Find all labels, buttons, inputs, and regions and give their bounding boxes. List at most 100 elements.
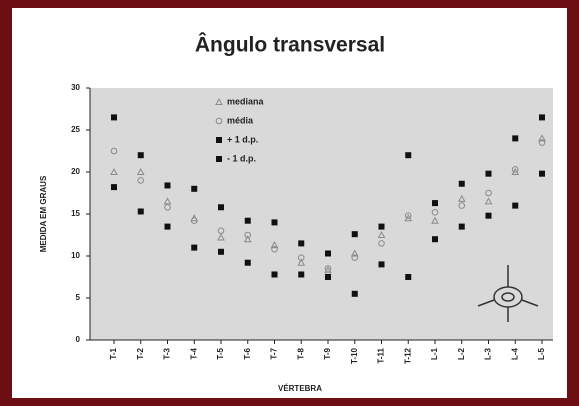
sd-marker	[218, 248, 224, 255]
y-tick-label: 20	[71, 167, 80, 176]
legend-label: - 1 d.p.	[227, 153, 256, 163]
median-marker	[270, 241, 279, 249]
x-tick-label: T-10	[350, 347, 359, 364]
sd-marker	[405, 274, 412, 280]
sd-marker	[191, 244, 198, 251]
mean-marker	[351, 254, 359, 261]
sd-marker	[485, 170, 492, 177]
sd-marker	[164, 182, 171, 189]
sd-marker	[137, 152, 144, 159]
sd-marker	[512, 135, 519, 142]
median-marker	[377, 230, 386, 238]
sd-marker	[539, 114, 545, 121]
y-tick-label: 10	[71, 251, 80, 260]
sd-marker	[298, 271, 305, 278]
y-tick-label: 30	[71, 83, 80, 92]
y-tick-label: 5	[76, 293, 81, 302]
sd-marker	[458, 223, 465, 230]
sd-marker	[271, 271, 278, 278]
x-tick-label: L-1	[430, 347, 439, 360]
sd-marker	[191, 185, 198, 192]
x-tick-label: T-6	[243, 347, 252, 359]
sd-marker	[539, 170, 545, 177]
sd-marker	[218, 204, 224, 211]
sd-marker	[405, 152, 412, 159]
sd-marker	[216, 137, 222, 143]
median-marker	[243, 235, 252, 243]
legend-label: mediana	[227, 96, 265, 106]
x-tick-label: T-11	[377, 347, 386, 363]
x-tick-label: T-8	[296, 347, 305, 359]
sd-marker	[244, 217, 251, 224]
sd-marker	[378, 223, 385, 230]
median-marker	[484, 197, 493, 205]
legend-label: média	[227, 115, 254, 125]
x-axis-label: VÉRTEBRA	[278, 384, 322, 393]
mean-marker	[217, 227, 225, 235]
sd-marker	[271, 219, 278, 226]
mean-marker	[297, 254, 305, 261]
mean-marker	[431, 209, 439, 216]
sd-marker	[351, 290, 358, 297]
x-tick-label: T-5	[216, 347, 225, 359]
mean-marker	[190, 217, 198, 225]
plot-area	[90, 88, 553, 340]
mean-marker	[137, 177, 145, 184]
sd-marker	[378, 261, 385, 268]
x-tick-label: L-2	[457, 347, 466, 360]
x-tick-label: T-2	[136, 347, 145, 359]
sd-marker	[432, 236, 438, 243]
sd-marker	[512, 202, 519, 209]
sd-marker	[325, 250, 331, 257]
median-marker	[215, 97, 223, 105]
x-tick-label: L-3	[484, 347, 493, 360]
mean-marker	[458, 202, 466, 209]
x-tick-label: L-4	[510, 347, 519, 360]
sd-marker	[164, 223, 171, 230]
median-marker	[136, 167, 145, 175]
sd-marker	[325, 274, 331, 280]
mean-marker	[378, 240, 385, 247]
mean-marker	[324, 265, 332, 272]
mean-marker	[110, 147, 118, 155]
mean-marker	[511, 166, 519, 173]
sd-marker	[432, 200, 438, 207]
mean-marker	[485, 189, 492, 197]
x-tick-label: T-12	[403, 347, 412, 364]
median-marker	[431, 216, 439, 224]
mean-marker	[271, 245, 278, 253]
x-tick-label: T-9	[323, 347, 332, 359]
sd-marker	[351, 231, 358, 238]
y-tick-label: 15	[71, 209, 80, 218]
x-tick-label: T-4	[189, 347, 198, 359]
legend-label: + 1 d.p.	[227, 134, 258, 144]
median-marker	[324, 266, 332, 274]
sd-marker	[111, 114, 117, 121]
y-tick-label: 25	[71, 125, 80, 134]
median-marker	[350, 249, 359, 257]
y-axis-label: MEDIDA EM GRAUS	[39, 175, 48, 252]
mean-marker	[244, 231, 252, 239]
median-marker	[217, 233, 225, 241]
x-tick-label: T-1	[109, 347, 118, 359]
mean-marker	[215, 117, 223, 125]
sd-marker	[458, 180, 465, 187]
sd-marker	[111, 184, 117, 191]
sd-marker	[216, 156, 222, 162]
y-tick-label: 0	[76, 335, 81, 344]
x-tick-label: L-5	[537, 347, 546, 360]
mean-marker	[538, 139, 546, 146]
sd-marker	[298, 240, 305, 247]
median-marker	[110, 167, 118, 175]
median-marker	[163, 197, 172, 205]
chart-title: Ângulo transversal	[195, 33, 385, 57]
median-marker	[538, 134, 546, 142]
sd-marker	[137, 208, 144, 215]
x-tick-label: T-3	[163, 347, 172, 359]
mean-marker	[164, 203, 171, 211]
median-marker	[297, 258, 306, 266]
median-marker	[457, 194, 466, 202]
vertebra-icon	[477, 265, 539, 322]
mean-marker	[404, 212, 412, 219]
